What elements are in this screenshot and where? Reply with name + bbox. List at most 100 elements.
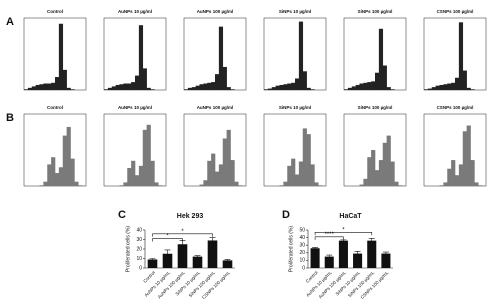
y-tick-label: 0 — [302, 265, 305, 271]
y-tick-label: 20 — [136, 246, 142, 252]
histogram-bar — [107, 87, 113, 90]
histogram-bar — [295, 78, 300, 90]
histogram-bar — [382, 142, 387, 186]
histogram-bar — [226, 129, 231, 186]
histogram-bar — [271, 87, 276, 90]
error-bar — [340, 239, 347, 242]
histogram-bar — [431, 87, 436, 90]
histogram-bar — [306, 134, 311, 186]
y-tick-label: 30 — [299, 243, 305, 249]
histogram-bar — [451, 82, 456, 90]
histogram-bar — [427, 88, 433, 90]
histogram-bar — [318, 185, 323, 186]
error-bar — [149, 258, 156, 261]
histogram-bar — [279, 84, 284, 90]
histogram-bar — [238, 185, 243, 186]
histogram-bar — [127, 168, 132, 186]
histogram-bar — [306, 87, 311, 90]
histogram-bar — [27, 87, 33, 90]
bar — [324, 256, 334, 268]
histogram-bar — [398, 185, 403, 186]
histogram-bar — [115, 84, 120, 90]
histogram-bar — [222, 66, 227, 90]
panel-label: A — [6, 16, 14, 28]
histogram-bar — [66, 87, 71, 90]
histogram-bar — [443, 182, 448, 186]
histogram-bar — [451, 160, 456, 186]
y-axis-label: Proliferated cells (%) — [288, 226, 294, 272]
chart-title: SiNPs 100 µg/ml — [358, 9, 393, 14]
histogram-bar — [314, 182, 319, 186]
bar — [192, 256, 203, 268]
error-bar — [354, 250, 361, 257]
significance-label: * — [166, 234, 169, 240]
histogram-bar — [123, 182, 128, 186]
histogram-bar — [203, 180, 208, 186]
histogram-bar — [264, 89, 269, 90]
bar — [177, 244, 188, 268]
histogram-bar — [267, 88, 273, 90]
histogram-bar — [51, 157, 56, 186]
chart-title: Control — [47, 9, 63, 14]
histogram-bar — [47, 83, 52, 90]
histogram-bar — [455, 77, 460, 90]
histogram-bar — [226, 87, 231, 90]
y-tick-label: 50 — [299, 227, 305, 233]
error-bar — [224, 259, 231, 262]
histogram-bar — [474, 182, 479, 186]
histogram-bar — [359, 184, 364, 186]
y-tick-label: 0 — [139, 265, 142, 271]
histogram-bar — [291, 82, 296, 90]
histogram-bar — [138, 165, 144, 186]
histogram-bar — [310, 89, 315, 90]
panel-label: D — [282, 209, 290, 221]
significance-label: * — [342, 227, 345, 233]
histogram-bar — [131, 82, 136, 90]
histogram-bar — [359, 83, 364, 90]
chart-title: AuNPs 100 µg/ml — [197, 9, 234, 14]
histogram-bar — [447, 83, 452, 90]
histogram-bar — [283, 181, 288, 186]
bar — [207, 240, 218, 268]
histogram-bar — [55, 77, 60, 90]
histogram-bar — [363, 82, 368, 90]
histogram-bar — [466, 87, 471, 90]
y-tick-label: 20 — [299, 250, 305, 256]
histogram-bar — [302, 71, 307, 90]
histogram-bar — [51, 82, 56, 90]
histogram-bar — [382, 65, 387, 90]
histogram-bar — [295, 174, 300, 186]
bar — [147, 259, 158, 268]
y-tick-label: 40 — [299, 235, 305, 241]
x-tick-label: CSNPs 100 µg/mL — [360, 270, 390, 300]
panel-label: C — [118, 209, 126, 221]
histogram-bar — [111, 86, 116, 90]
histogram-bar — [470, 160, 475, 186]
histogram-bar — [184, 89, 189, 90]
histogram-bar — [230, 89, 235, 90]
histogram-bar — [458, 22, 464, 90]
histogram-bar — [218, 164, 224, 186]
chart-title: SiNPs 100 µg/ml — [358, 105, 393, 110]
x-tick-label: Control — [142, 270, 156, 284]
significance-bracket — [314, 236, 344, 240]
bar — [162, 253, 173, 268]
histogram-bar — [207, 160, 212, 186]
error-bar — [382, 251, 389, 256]
error-bar — [209, 237, 216, 244]
histogram-bar — [39, 185, 44, 186]
bar — [222, 260, 233, 268]
chart-title: CSNPs 100 µg/ml — [437, 105, 474, 110]
significance-label: **** — [325, 232, 335, 238]
histogram-bar — [287, 165, 292, 186]
bar — [381, 253, 391, 268]
histogram-bar — [439, 185, 444, 186]
histogram-bar — [74, 181, 79, 186]
histogram-bar — [439, 84, 444, 90]
histogram-bar — [462, 131, 467, 186]
y-tick-label: 10 — [299, 258, 305, 264]
histogram-bar — [344, 89, 349, 90]
histogram-bar — [199, 84, 204, 90]
histogram-bar — [24, 89, 29, 90]
histogram-bar — [378, 28, 384, 90]
